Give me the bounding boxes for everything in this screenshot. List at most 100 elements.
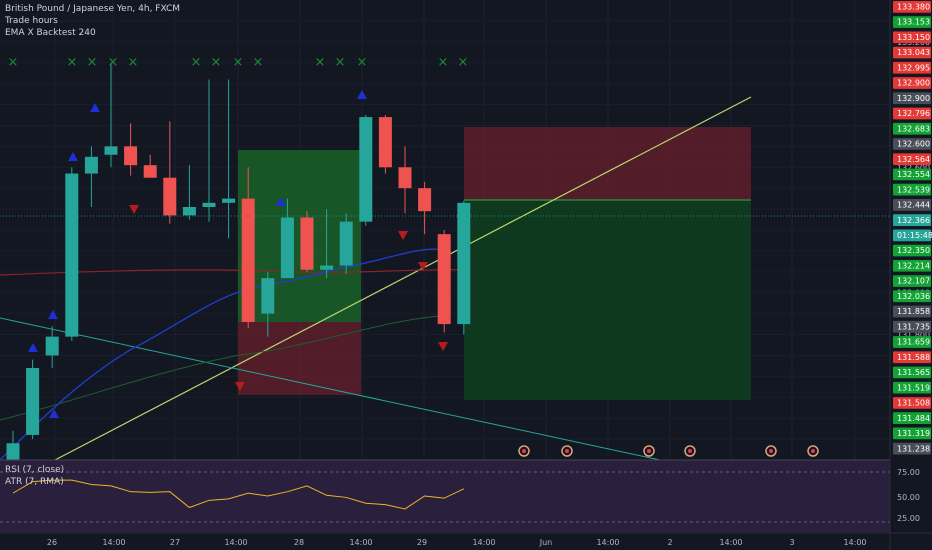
price-tag: 132.564 [893, 153, 931, 166]
x-signal-marker: × [191, 55, 202, 70]
price-tag: 132.995 [893, 61, 931, 74]
price-tag-label: 132.366 [897, 216, 930, 225]
x-signal-marker: × [335, 55, 346, 70]
x-signal-marker: × [108, 55, 119, 70]
price-tag: 132.796 [893, 107, 931, 120]
x-signal-marker: × [253, 55, 264, 70]
time-axis[interactable]: 26 14:00 27 14:00 28 14:00 29 14:00 Jun 14:00 2 14:… [0, 532, 932, 547]
candle [418, 181, 432, 235]
rsi-line [12, 479, 465, 510]
indicator-lines [0, 96, 890, 461]
time-tick-label: 14:00 [843, 538, 866, 547]
time-tick-label: 14:00 [472, 538, 495, 547]
candle-body [143, 165, 157, 178]
price-tag-label: 132.036 [897, 292, 930, 301]
candle [280, 198, 294, 279]
price-tag-label: 131.565 [897, 368, 930, 377]
price-tag-label: 131.519 [897, 383, 930, 392]
price-tag-label: 132.796 [897, 109, 930, 118]
candle-body [457, 202, 471, 325]
buy-signal-marker [68, 152, 78, 161]
candle-body [339, 221, 353, 266]
buy-signal-marker [90, 103, 100, 112]
x-signal-marker: × [67, 55, 78, 70]
candle-body [261, 278, 275, 314]
time-tick-label: 27 [170, 538, 180, 547]
price-tag-label: 132.554 [897, 170, 930, 179]
sell-signal-marker [438, 342, 448, 351]
buy-signal-marker [49, 409, 59, 418]
price-tag-label: 132.900 [897, 94, 930, 103]
price-tag-label: 01:15:48 [897, 231, 932, 240]
event-dot [769, 449, 773, 453]
time-tick-label: 14:00 [224, 538, 247, 547]
price-tag: 132.036 [893, 290, 931, 303]
oscillator-tick-label: 75.00 [897, 468, 920, 477]
candle-body [124, 146, 138, 166]
candle-body [222, 198, 236, 203]
price-tag: 132.350 [893, 244, 931, 257]
candle [222, 79, 236, 239]
price-tag: 132.900 [893, 92, 931, 105]
candle-body [320, 265, 334, 270]
short-stop-zone [464, 127, 751, 200]
price-tag: 132.214 [893, 259, 931, 272]
candle [241, 167, 255, 329]
candle-body [241, 198, 255, 322]
price-tag-label: 133.153 [897, 18, 930, 27]
price-tag: 131.565 [893, 366, 931, 379]
price-tag: 131.588 [893, 351, 931, 364]
price-tag: 132.366 [893, 214, 931, 226]
oscillator-pane [0, 459, 932, 532]
candle-body [26, 368, 40, 435]
x-signal-marker: × [315, 55, 326, 70]
sell-signal-marker [418, 262, 428, 271]
falling-trendline [0, 317, 661, 461]
symbol-title: British Pound / Japanese Yen, 4h, FXCM [5, 4, 181, 14]
price-tag-label: 131.319 [897, 429, 930, 438]
candle-body [378, 117, 392, 168]
price-tag-label: 132.539 [897, 185, 930, 194]
price-tag: 131.238 [893, 442, 931, 455]
candle [124, 123, 138, 176]
rising-trendline [54, 96, 752, 461]
price-tag-label: 131.659 [897, 338, 930, 347]
price-tag-label: 131.735 [897, 322, 930, 331]
price-tick-label: 132.600 [897, 163, 930, 172]
candle [65, 167, 79, 341]
x-signal-marker: × [87, 55, 98, 70]
price-tag-label: 132.683 [897, 124, 930, 133]
candle [378, 115, 392, 174]
price-tag-label: 132.600 [897, 140, 930, 149]
candle-body [202, 202, 216, 207]
candle [300, 211, 314, 272]
atr-label: ATR (7, RMA) [5, 477, 64, 487]
price-tag: 131.735 [893, 320, 931, 333]
candle-body [84, 156, 98, 174]
rsi-label: RSI (7, close) [5, 465, 65, 475]
event-dot [565, 449, 569, 453]
price-tag: 131.519 [893, 381, 931, 394]
trade-hours-label: Trade hours [5, 16, 58, 26]
price-tag-label: 132.214 [897, 261, 930, 270]
price-tag: 131.319 [893, 427, 931, 440]
signal-markers: × × × × × × × × × × × × × × [8, 55, 469, 418]
time-tick-label: 14:00 [596, 538, 619, 547]
price-axis[interactable]: 131.800131.900132.000132.600133.200133.3… [889, 0, 932, 550]
oscillator-tick-label: 25.00 [897, 514, 920, 523]
candle-body [6, 443, 20, 460]
candles [6, 62, 471, 465]
buy-signal-marker [357, 90, 367, 99]
x-signal-marker: × [458, 55, 469, 70]
time-tick-label: 28 [294, 538, 304, 547]
ema-mid-line [0, 314, 451, 421]
candle [261, 271, 275, 337]
price-tag-label: 133.150 [897, 33, 930, 42]
price-tag-label: 132.900 [897, 79, 930, 88]
x-signal-marker: × [233, 55, 244, 70]
candle-body [163, 177, 177, 216]
candle [398, 146, 412, 214]
price-tag: 132.900 [893, 77, 931, 89]
ema-fast-line [0, 248, 446, 461]
